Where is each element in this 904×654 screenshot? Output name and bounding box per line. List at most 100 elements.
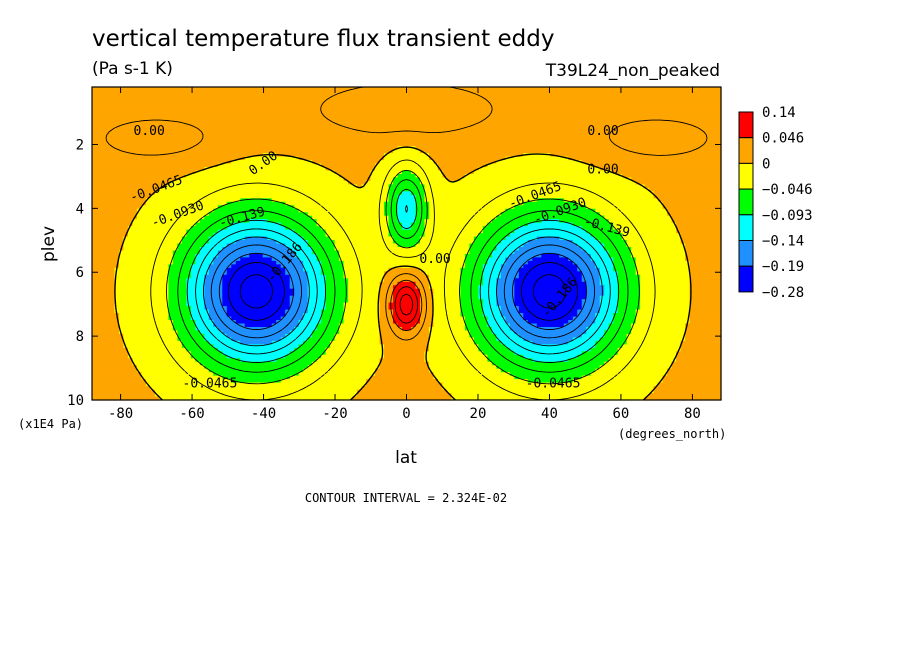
- contour-cell: [316, 222, 390, 227]
- contour-cell: [123, 236, 183, 241]
- contour-cell: [415, 198, 426, 203]
- contour-cell: [689, 320, 722, 325]
- contour-cell: [195, 170, 336, 175]
- contour-cell: [640, 302, 691, 307]
- contour-cell: [393, 149, 421, 154]
- contour-cell: [312, 333, 336, 338]
- contour-cell: [213, 372, 300, 377]
- contour-cell: [141, 372, 214, 377]
- contour-cell: [280, 337, 309, 342]
- contour-cell: [92, 344, 125, 349]
- contour-cell: [586, 250, 610, 255]
- contour-cell: [92, 358, 134, 363]
- contour-cell: [608, 326, 632, 332]
- contour-cell: [635, 313, 691, 318]
- contour-cell: [428, 201, 524, 206]
- colorbar-label: −0.046: [762, 182, 813, 198]
- contour-cell: [208, 309, 228, 314]
- contour-cell: [316, 253, 340, 259]
- contour-cell: [213, 320, 237, 325]
- contour-cell: [532, 358, 569, 363]
- contour-cell: [312, 215, 390, 220]
- contour-cell: [410, 326, 430, 332]
- contour-cell: [271, 198, 390, 203]
- contour-cell: [343, 274, 385, 279]
- contour-cell: [419, 316, 435, 321]
- contour-cell: [428, 281, 462, 286]
- contour-cell: [635, 316, 691, 321]
- contour-cell: [231, 264, 282, 269]
- contour-cell: [123, 340, 183, 345]
- contour-cell: [631, 246, 686, 252]
- contour-cell: [640, 292, 691, 297]
- contour-cell: [428, 347, 479, 352]
- contour-cell: [92, 368, 138, 373]
- contour-cell: [240, 358, 277, 363]
- contour-line: [218, 252, 587, 330]
- contour-cell: [118, 264, 169, 269]
- contour-cell: [379, 281, 399, 286]
- contour-cell: [92, 163, 219, 168]
- contour-cell: [240, 257, 273, 262]
- contour-cell: [617, 285, 641, 290]
- contour-cell: [568, 156, 722, 161]
- contour-line: [177, 179, 629, 373]
- contour-cell: [118, 313, 169, 318]
- x-tick-label: 80: [684, 406, 701, 422]
- contour-line: [394, 286, 419, 324]
- contour-cell: [424, 226, 484, 231]
- contour-cell: [626, 340, 682, 345]
- contour-cell: [92, 233, 129, 238]
- contour-cell: [626, 337, 686, 342]
- contour-cell: [689, 295, 722, 300]
- contour-cell: [154, 393, 358, 398]
- contour-cell: [92, 274, 116, 279]
- contour-cell: [92, 229, 129, 234]
- contour-cell: [577, 309, 601, 314]
- contour-cell: [590, 233, 623, 238]
- contour-cell: [388, 306, 421, 311]
- contour-cell: [177, 337, 205, 342]
- contour-cell: [514, 292, 587, 297]
- contour-cell: [635, 257, 686, 262]
- contour-cell: [415, 205, 430, 210]
- contour-cell: [402, 170, 412, 175]
- contour-cell: [92, 354, 129, 359]
- contour-cell: [204, 299, 223, 304]
- y-axis-label: plev: [39, 226, 59, 262]
- contour-cell: [397, 215, 417, 220]
- contour-cell: [581, 333, 605, 338]
- contour-cell: [271, 257, 300, 262]
- contour-cell: [226, 354, 286, 359]
- contour-cell: [92, 372, 143, 377]
- contour-cell: [599, 240, 628, 245]
- contour-label: 0.00: [587, 124, 618, 139]
- contour-cell: [190, 226, 228, 231]
- contour-cell: [325, 295, 349, 300]
- contour-cell: [482, 229, 515, 234]
- contour-cell: [280, 222, 318, 227]
- contour-cell: [419, 292, 435, 297]
- contour-cell: [393, 299, 421, 304]
- contour-cell: [500, 306, 520, 311]
- contour-cell: [118, 326, 174, 332]
- contour-cell: [685, 330, 722, 335]
- contour-cell: [132, 361, 201, 366]
- contour-cell: [604, 330, 632, 335]
- contour-cell: [92, 153, 264, 158]
- contour-cell: [581, 375, 664, 380]
- contour-cell: [671, 361, 722, 366]
- contour-cell: [523, 337, 574, 342]
- contour-cell: [334, 246, 470, 252]
- contour-cell: [577, 264, 596, 269]
- contour-cell: [500, 340, 533, 345]
- contour-cell: [118, 323, 174, 328]
- contour-cell: [334, 243, 399, 248]
- contour-cell: [581, 306, 601, 311]
- contour-cell: [689, 281, 722, 286]
- contour-cell: [298, 320, 322, 325]
- contour-cell: [348, 285, 381, 290]
- contour-cell: [527, 240, 574, 245]
- contour-cell: [419, 236, 475, 241]
- contour-cell: [415, 173, 444, 179]
